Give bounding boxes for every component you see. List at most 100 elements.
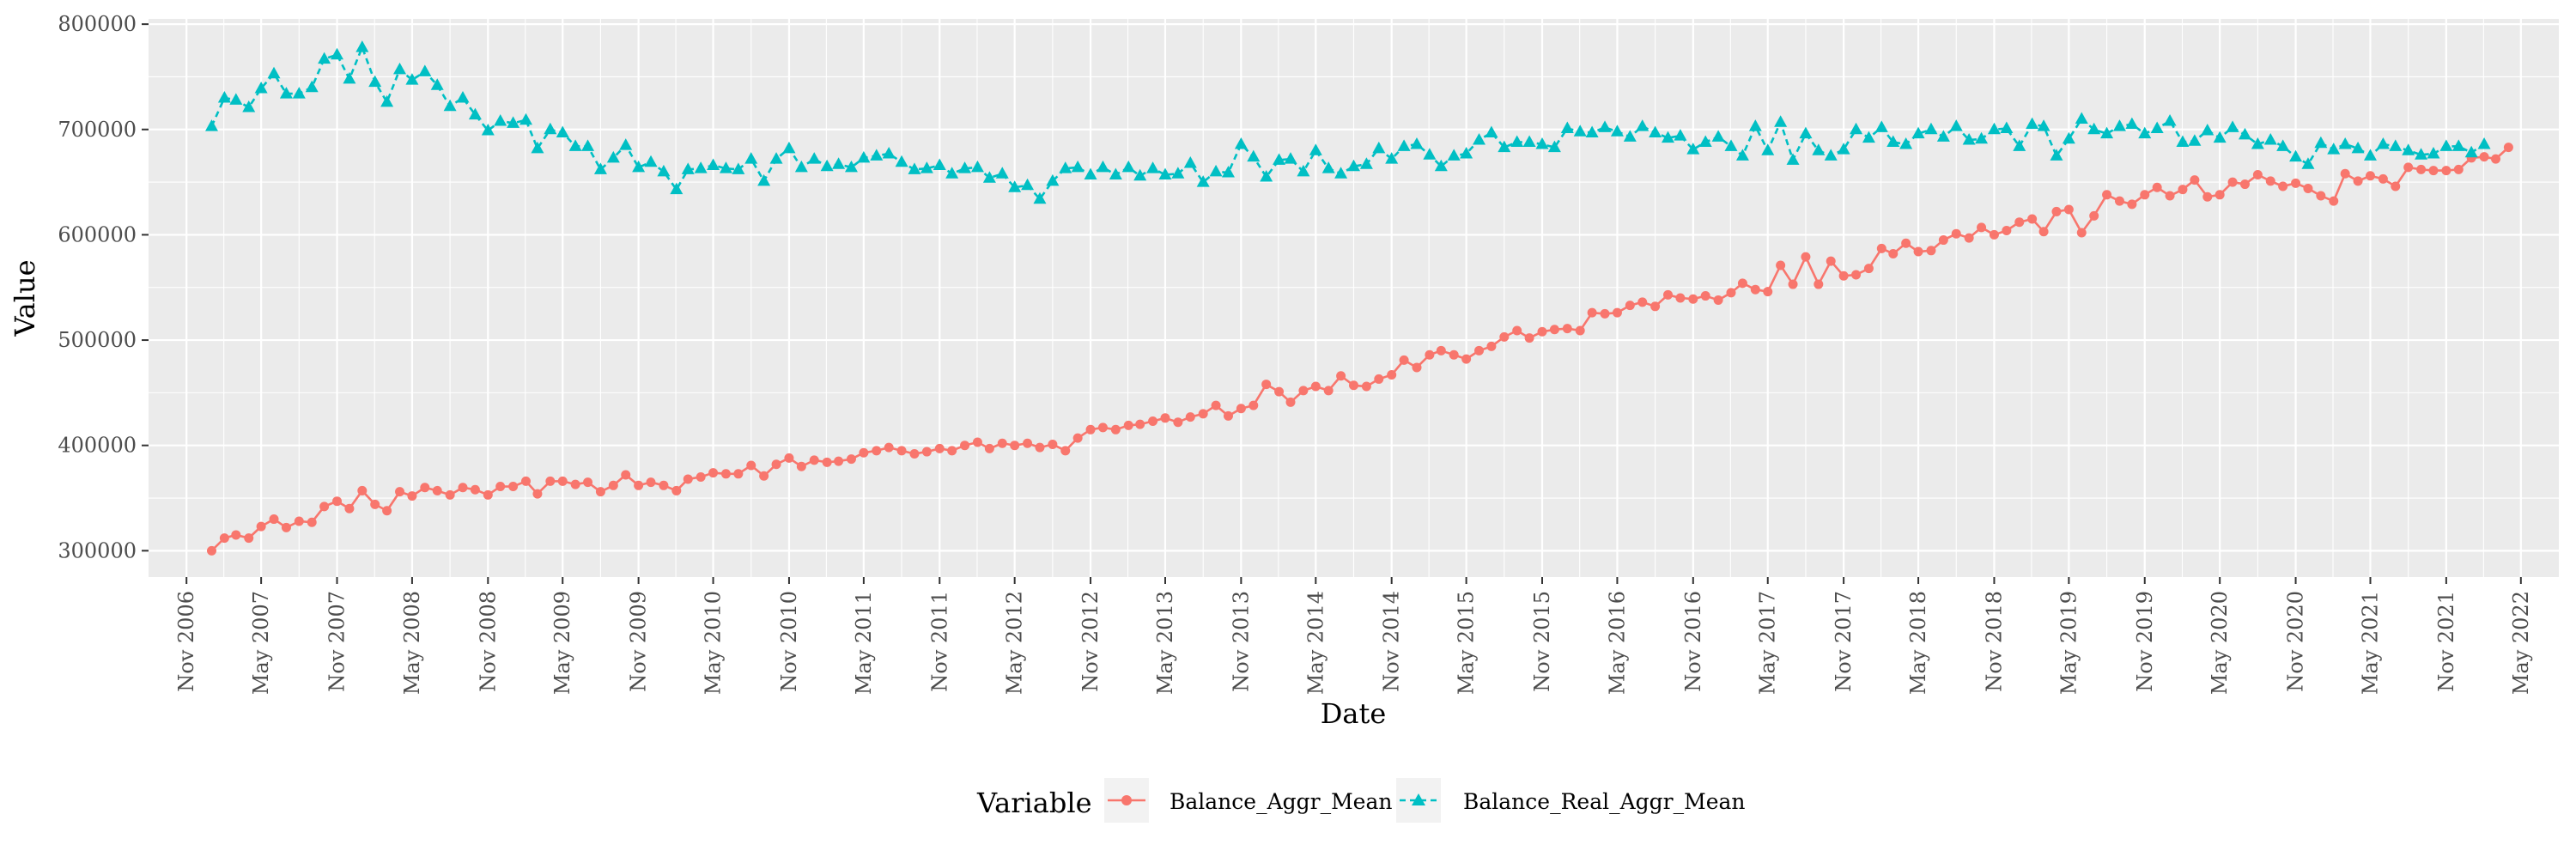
series-1-point xyxy=(2102,190,2112,200)
y-axis: 300000 400000 500000 600000 700000 800000 xyxy=(58,12,149,562)
series-2-point xyxy=(443,99,457,112)
series-2-point xyxy=(982,171,996,183)
series-2-point xyxy=(430,78,444,90)
series-1-point xyxy=(1336,371,1346,381)
series-2-point xyxy=(2451,139,2465,151)
series-1-point xyxy=(2152,182,2162,192)
series-2-point xyxy=(1434,159,1448,172)
series-1-point xyxy=(2291,178,2301,188)
x-tick-label: May 2007 xyxy=(249,591,273,695)
x-tick-label: May 2012 xyxy=(1003,591,1027,695)
series-2-point xyxy=(556,125,569,137)
series-2-point xyxy=(807,152,821,164)
series-2-point xyxy=(2389,139,2403,151)
series-1-point xyxy=(2265,176,2275,186)
series-2-point xyxy=(820,159,834,172)
series-layer xyxy=(204,40,2513,556)
series-1-point xyxy=(822,457,832,467)
series-2-point xyxy=(908,162,921,174)
x-tick-label: Nov 2008 xyxy=(476,591,500,692)
x-tick-label: May 2010 xyxy=(702,591,726,695)
series-1-point xyxy=(244,533,254,544)
series-2-point xyxy=(2125,117,2139,130)
series-1-point xyxy=(1236,404,1246,414)
series-2-point xyxy=(204,119,218,131)
series-1-point xyxy=(2063,204,2074,215)
series-1-point xyxy=(2403,162,2414,173)
series-1-point xyxy=(1023,438,1033,448)
series-2-point xyxy=(1735,149,1749,161)
series-2-point xyxy=(2213,131,2227,143)
series-1-point xyxy=(934,443,945,453)
series-1-point xyxy=(1412,362,1422,373)
series-2-point xyxy=(681,162,695,174)
series-2-point xyxy=(2000,121,2014,134)
series-2-point xyxy=(593,162,607,174)
series-2-point xyxy=(531,141,544,154)
series-2-point xyxy=(882,146,896,159)
series-2-point xyxy=(1473,133,1486,145)
minor-gridlines xyxy=(149,19,2559,577)
series-1-point xyxy=(984,443,994,453)
series-2-point xyxy=(1447,149,1461,161)
series-1-point xyxy=(2239,179,2250,190)
series-1-point xyxy=(1913,246,1923,257)
series-2-point xyxy=(1273,153,1286,165)
series-1-point xyxy=(1486,341,1497,351)
series-2-point xyxy=(1987,122,2001,135)
series-1-point xyxy=(771,459,781,470)
series-2-point xyxy=(418,64,432,76)
series-2-point xyxy=(719,161,732,173)
x-tick-label: Nov 2016 xyxy=(1681,591,1705,692)
series-2-point xyxy=(318,52,331,64)
series-1-point xyxy=(583,477,593,488)
series-1-point xyxy=(1110,424,1121,435)
series-2-point xyxy=(2026,117,2039,130)
series-1-point xyxy=(2252,170,2263,180)
series-1-point xyxy=(733,469,744,479)
series-1-point xyxy=(1938,235,1948,246)
series-1-point xyxy=(332,496,343,507)
series-2-point xyxy=(1610,125,1624,137)
series-1-point xyxy=(1425,349,1435,360)
series-1-point xyxy=(2202,191,2213,202)
series-1-point xyxy=(1285,397,1296,407)
series-2-point xyxy=(1359,157,1373,169)
series-2-point xyxy=(1498,140,1511,153)
series-2-point xyxy=(267,66,281,79)
series-1-point xyxy=(921,447,932,457)
series-1-point xyxy=(1211,400,1221,410)
series-2-point xyxy=(1698,135,1712,147)
series-2-point xyxy=(1347,159,1360,172)
series-2-point xyxy=(544,122,557,135)
series-2-point xyxy=(1598,120,1612,132)
series-1-point xyxy=(1399,355,1409,365)
y-tick-label: 700000 xyxy=(58,118,137,142)
series-1-point xyxy=(708,468,719,478)
series-2-point xyxy=(1662,131,1675,143)
series-1-point xyxy=(859,447,869,458)
series-1-point xyxy=(1323,386,1334,396)
series-1-point xyxy=(2165,191,2175,201)
series-1-point xyxy=(834,456,844,466)
series-1-point xyxy=(1688,294,1698,304)
x-tick-label: Nov 2007 xyxy=(325,591,349,692)
series-2-point xyxy=(707,158,720,170)
series-2-point xyxy=(1121,160,1135,173)
series-1-point xyxy=(2038,227,2049,237)
series-2-point xyxy=(1522,135,1536,147)
series-1-point xyxy=(1575,325,1585,336)
series-2-point xyxy=(2238,127,2251,140)
series-1-point xyxy=(1474,345,1485,356)
series-1-point xyxy=(846,454,856,465)
series-line-1 xyxy=(210,146,2510,552)
series-2-point xyxy=(2327,143,2341,155)
series-2-point xyxy=(644,155,658,167)
series-2-point xyxy=(1573,125,1587,137)
x-tick-label: Nov 2020 xyxy=(2284,591,2308,692)
series-1-point xyxy=(256,521,266,532)
series-1-point xyxy=(634,480,644,490)
series-1-point xyxy=(344,503,355,514)
x-tick-label: May 2013 xyxy=(1153,591,1177,695)
series-1-point xyxy=(2416,164,2427,174)
